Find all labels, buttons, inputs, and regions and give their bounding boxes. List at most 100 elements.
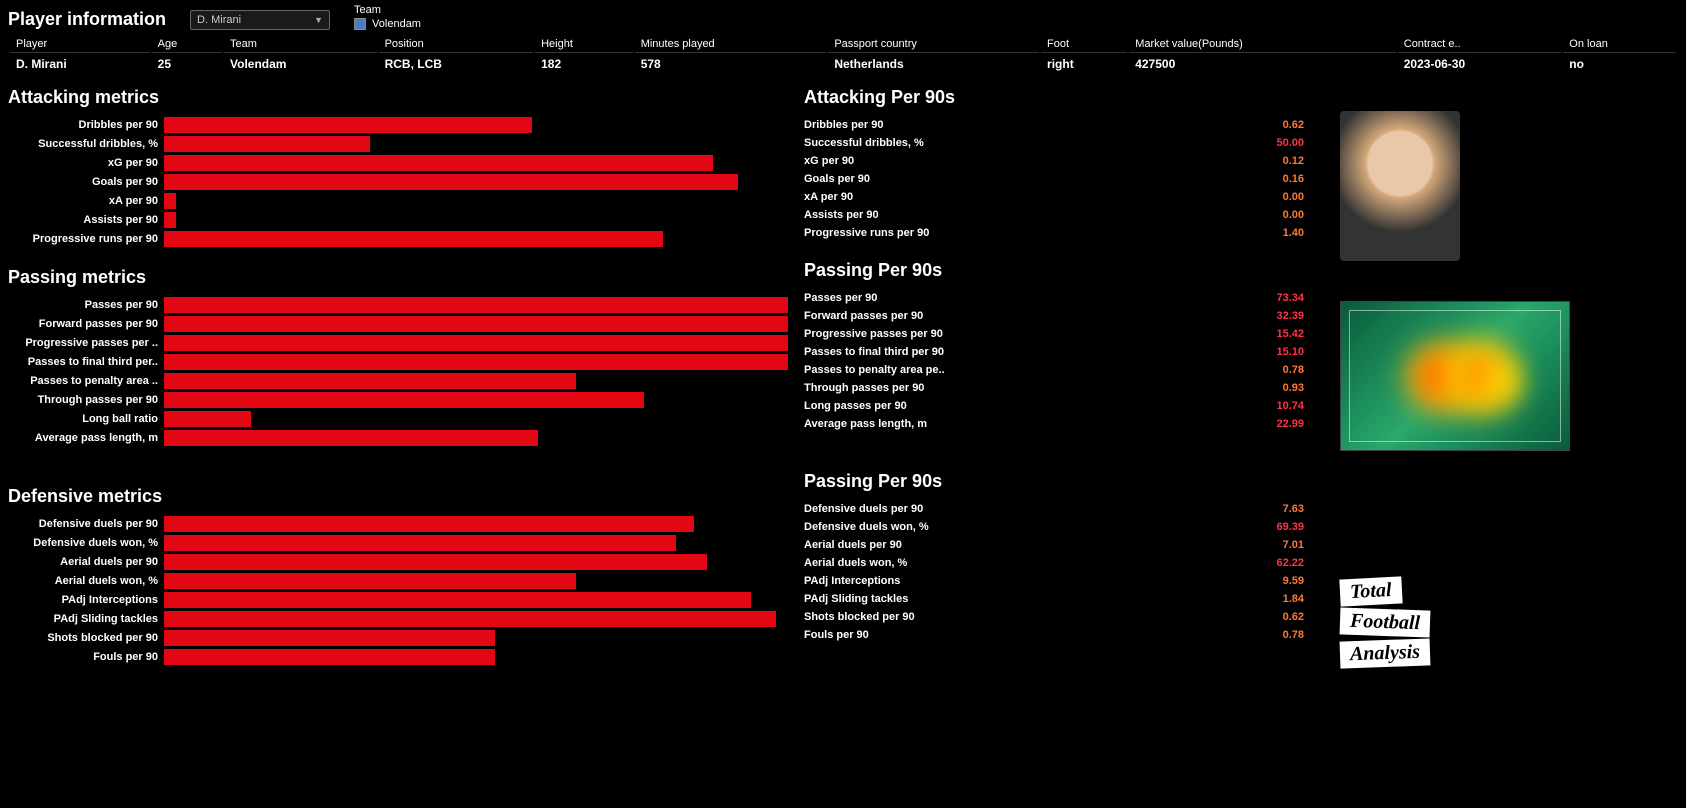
- stat-value: 9.59: [1283, 575, 1304, 587]
- bar-label: Assists per 90: [8, 214, 164, 226]
- info-cell: Netherlands: [828, 55, 1039, 73]
- bar-row: Passes to final third per..: [8, 353, 788, 371]
- bar-fill: [164, 193, 176, 209]
- bar-row: Defensive duels won, %: [8, 534, 788, 552]
- info-cell: 2023-06-30: [1398, 55, 1562, 73]
- bar-row: Long ball ratio: [8, 410, 788, 428]
- stat-label: Progressive passes per 90: [804, 328, 943, 340]
- stat-label: Average pass length, m: [804, 418, 927, 430]
- player-dropdown[interactable]: D. Mirani ▼: [190, 10, 330, 30]
- bar-fill: [164, 554, 707, 570]
- info-cell: Volendam: [224, 55, 377, 73]
- stat-label: Dribbles per 90: [804, 119, 883, 131]
- stat-label: Through passes per 90: [804, 382, 924, 394]
- bar-track: [164, 316, 788, 332]
- chevron-down-icon: ▼: [314, 15, 323, 25]
- bar-fill: [164, 373, 576, 389]
- bar-label: Progressive passes per ..: [8, 337, 164, 349]
- info-cell: 578: [635, 55, 827, 73]
- stat-value: 0.12: [1283, 155, 1304, 167]
- bar-fill: [164, 335, 788, 351]
- bar-row: PAdj Sliding tackles: [8, 610, 788, 628]
- stat-value: 15.42: [1276, 328, 1304, 340]
- info-cell: RCB, LCB: [379, 55, 534, 73]
- stat-row: Defensive duels won, %69.39: [804, 518, 1304, 536]
- stat-label: Shots blocked per 90: [804, 611, 915, 623]
- stat-value: 7.63: [1283, 503, 1304, 515]
- stat-value: 1.84: [1283, 593, 1304, 605]
- stat-row: Successful dribbles, %50.00: [804, 134, 1304, 152]
- bar-row: Dribbles per 90: [8, 116, 788, 134]
- info-column-header: On loan: [1563, 36, 1676, 53]
- bar-row: xG per 90: [8, 154, 788, 172]
- bar-label: xA per 90: [8, 195, 164, 207]
- bar-fill: [164, 155, 713, 171]
- bar-fill: [164, 430, 538, 446]
- stat-label: Successful dribbles, %: [804, 137, 924, 149]
- defensive-stats-section: Passing Per 90s Defensive duels per 907.…: [804, 471, 1304, 644]
- bar-fill: [164, 354, 788, 370]
- info-cell: D. Mirani: [10, 55, 150, 73]
- right-column: Total Football Analysis: [1320, 87, 1678, 667]
- stat-row: Assists per 900.00: [804, 206, 1304, 224]
- stat-label: xG per 90: [804, 155, 854, 167]
- stat-row: Through passes per 900.93: [804, 379, 1304, 397]
- bar-label: xG per 90: [8, 157, 164, 169]
- stat-value: 0.62: [1283, 119, 1304, 131]
- bar-fill: [164, 516, 694, 532]
- bar-track: [164, 573, 788, 589]
- bar-label: Defensive duels per 90: [8, 518, 164, 530]
- bar-track: [164, 231, 788, 247]
- bar-track: [164, 212, 788, 228]
- info-column-header: Minutes played: [635, 36, 827, 53]
- bar-fill: [164, 611, 776, 627]
- info-column-header: Market value(Pounds): [1129, 36, 1396, 53]
- stat-label: Forward passes per 90: [804, 310, 923, 322]
- stat-row: Aerial duels won, %62.22: [804, 554, 1304, 572]
- player-info-table: PlayerAgeTeamPositionHeightMinutes playe…: [8, 34, 1678, 75]
- pitch-heatmap: [1340, 301, 1570, 451]
- bar-label: Aerial duels per 90: [8, 556, 164, 568]
- bar-label: Fouls per 90: [8, 651, 164, 663]
- bar-row: Shots blocked per 90: [8, 629, 788, 647]
- team-name: Volendam: [372, 18, 421, 30]
- bar-row: Through passes per 90: [8, 391, 788, 409]
- bar-row: xA per 90: [8, 192, 788, 210]
- stat-label: Long passes per 90: [804, 400, 907, 412]
- stat-row: Forward passes per 9032.39: [804, 307, 1304, 325]
- player-headshot: [1340, 111, 1460, 261]
- stat-label: PAdj Interceptions: [804, 575, 900, 587]
- bar-fill: [164, 535, 676, 551]
- brand-logo: Total Football Analysis: [1340, 578, 1430, 667]
- stat-row: xG per 90 0.12: [804, 152, 1304, 170]
- bar-track: [164, 335, 788, 351]
- stat-row: Passes to final third per 9015.10: [804, 343, 1304, 361]
- bar-label: Successful dribbles, %: [8, 138, 164, 150]
- team-swatch: [354, 18, 366, 30]
- bar-label: Shots blocked per 90: [8, 632, 164, 644]
- bar-track: [164, 297, 788, 313]
- bar-fill: [164, 297, 788, 313]
- stat-value: 0.78: [1283, 629, 1304, 641]
- bar-label: Defensive duels won, %: [8, 537, 164, 549]
- stat-row: Average pass length, m22.99: [804, 415, 1304, 433]
- bar-label: Aerial duels won, %: [8, 575, 164, 587]
- attacking-stats-section: Attacking Per 90s Dribbles per 900.62Suc…: [804, 87, 1304, 242]
- bar-track: [164, 535, 788, 551]
- info-column-header: Team: [224, 36, 377, 53]
- bar-track: [164, 630, 788, 646]
- section-title: Attacking metrics: [8, 87, 788, 108]
- bar-label: Forward passes per 90: [8, 318, 164, 330]
- info-cell: right: [1041, 55, 1127, 73]
- bar-track: [164, 155, 788, 171]
- stat-label: Passes per 90: [804, 292, 877, 304]
- bar-track: [164, 554, 788, 570]
- info-cell: 182: [535, 55, 633, 73]
- stat-value: 0.00: [1283, 191, 1304, 203]
- info-column-header: Passport country: [828, 36, 1039, 53]
- stat-row: Goals per 900.16: [804, 170, 1304, 188]
- section-title: Passing metrics: [8, 267, 788, 288]
- bar-row: Forward passes per 90: [8, 315, 788, 333]
- bar-track: [164, 392, 788, 408]
- left-column: Attacking metrics Dribbles per 90 Success…: [8, 87, 788, 667]
